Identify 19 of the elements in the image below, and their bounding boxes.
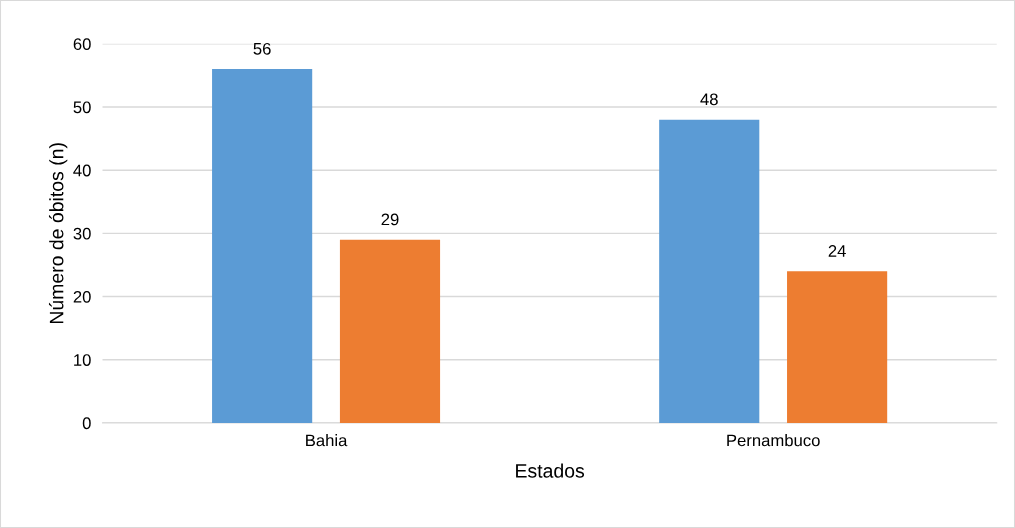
y-tick-label: 40 — [73, 164, 91, 177]
y-tick-label: 0 — [82, 417, 91, 430]
y-tick-label: 10 — [74, 354, 91, 366]
bar — [339, 239, 441, 423]
y-tick-label: 60 — [73, 38, 91, 51]
x-axis-title: Estados — [516, 463, 585, 478]
y-axis-title: Número de óbitos (n) — [48, 143, 68, 324]
y-tick-label: 20 — [73, 290, 91, 303]
data-label: 56 — [253, 42, 271, 55]
bar — [787, 271, 888, 423]
data-label: 24 — [828, 245, 846, 257]
data-label: 29 — [381, 213, 399, 226]
y-tick-label: 50 — [73, 101, 91, 114]
bar — [212, 69, 313, 423]
data-label: 48 — [700, 93, 718, 106]
y-tick-label: 30 — [73, 227, 91, 240]
x-tick-label: Bahia — [306, 434, 348, 447]
x-tick-label: Pernambuco — [727, 434, 820, 447]
bar — [659, 119, 760, 423]
